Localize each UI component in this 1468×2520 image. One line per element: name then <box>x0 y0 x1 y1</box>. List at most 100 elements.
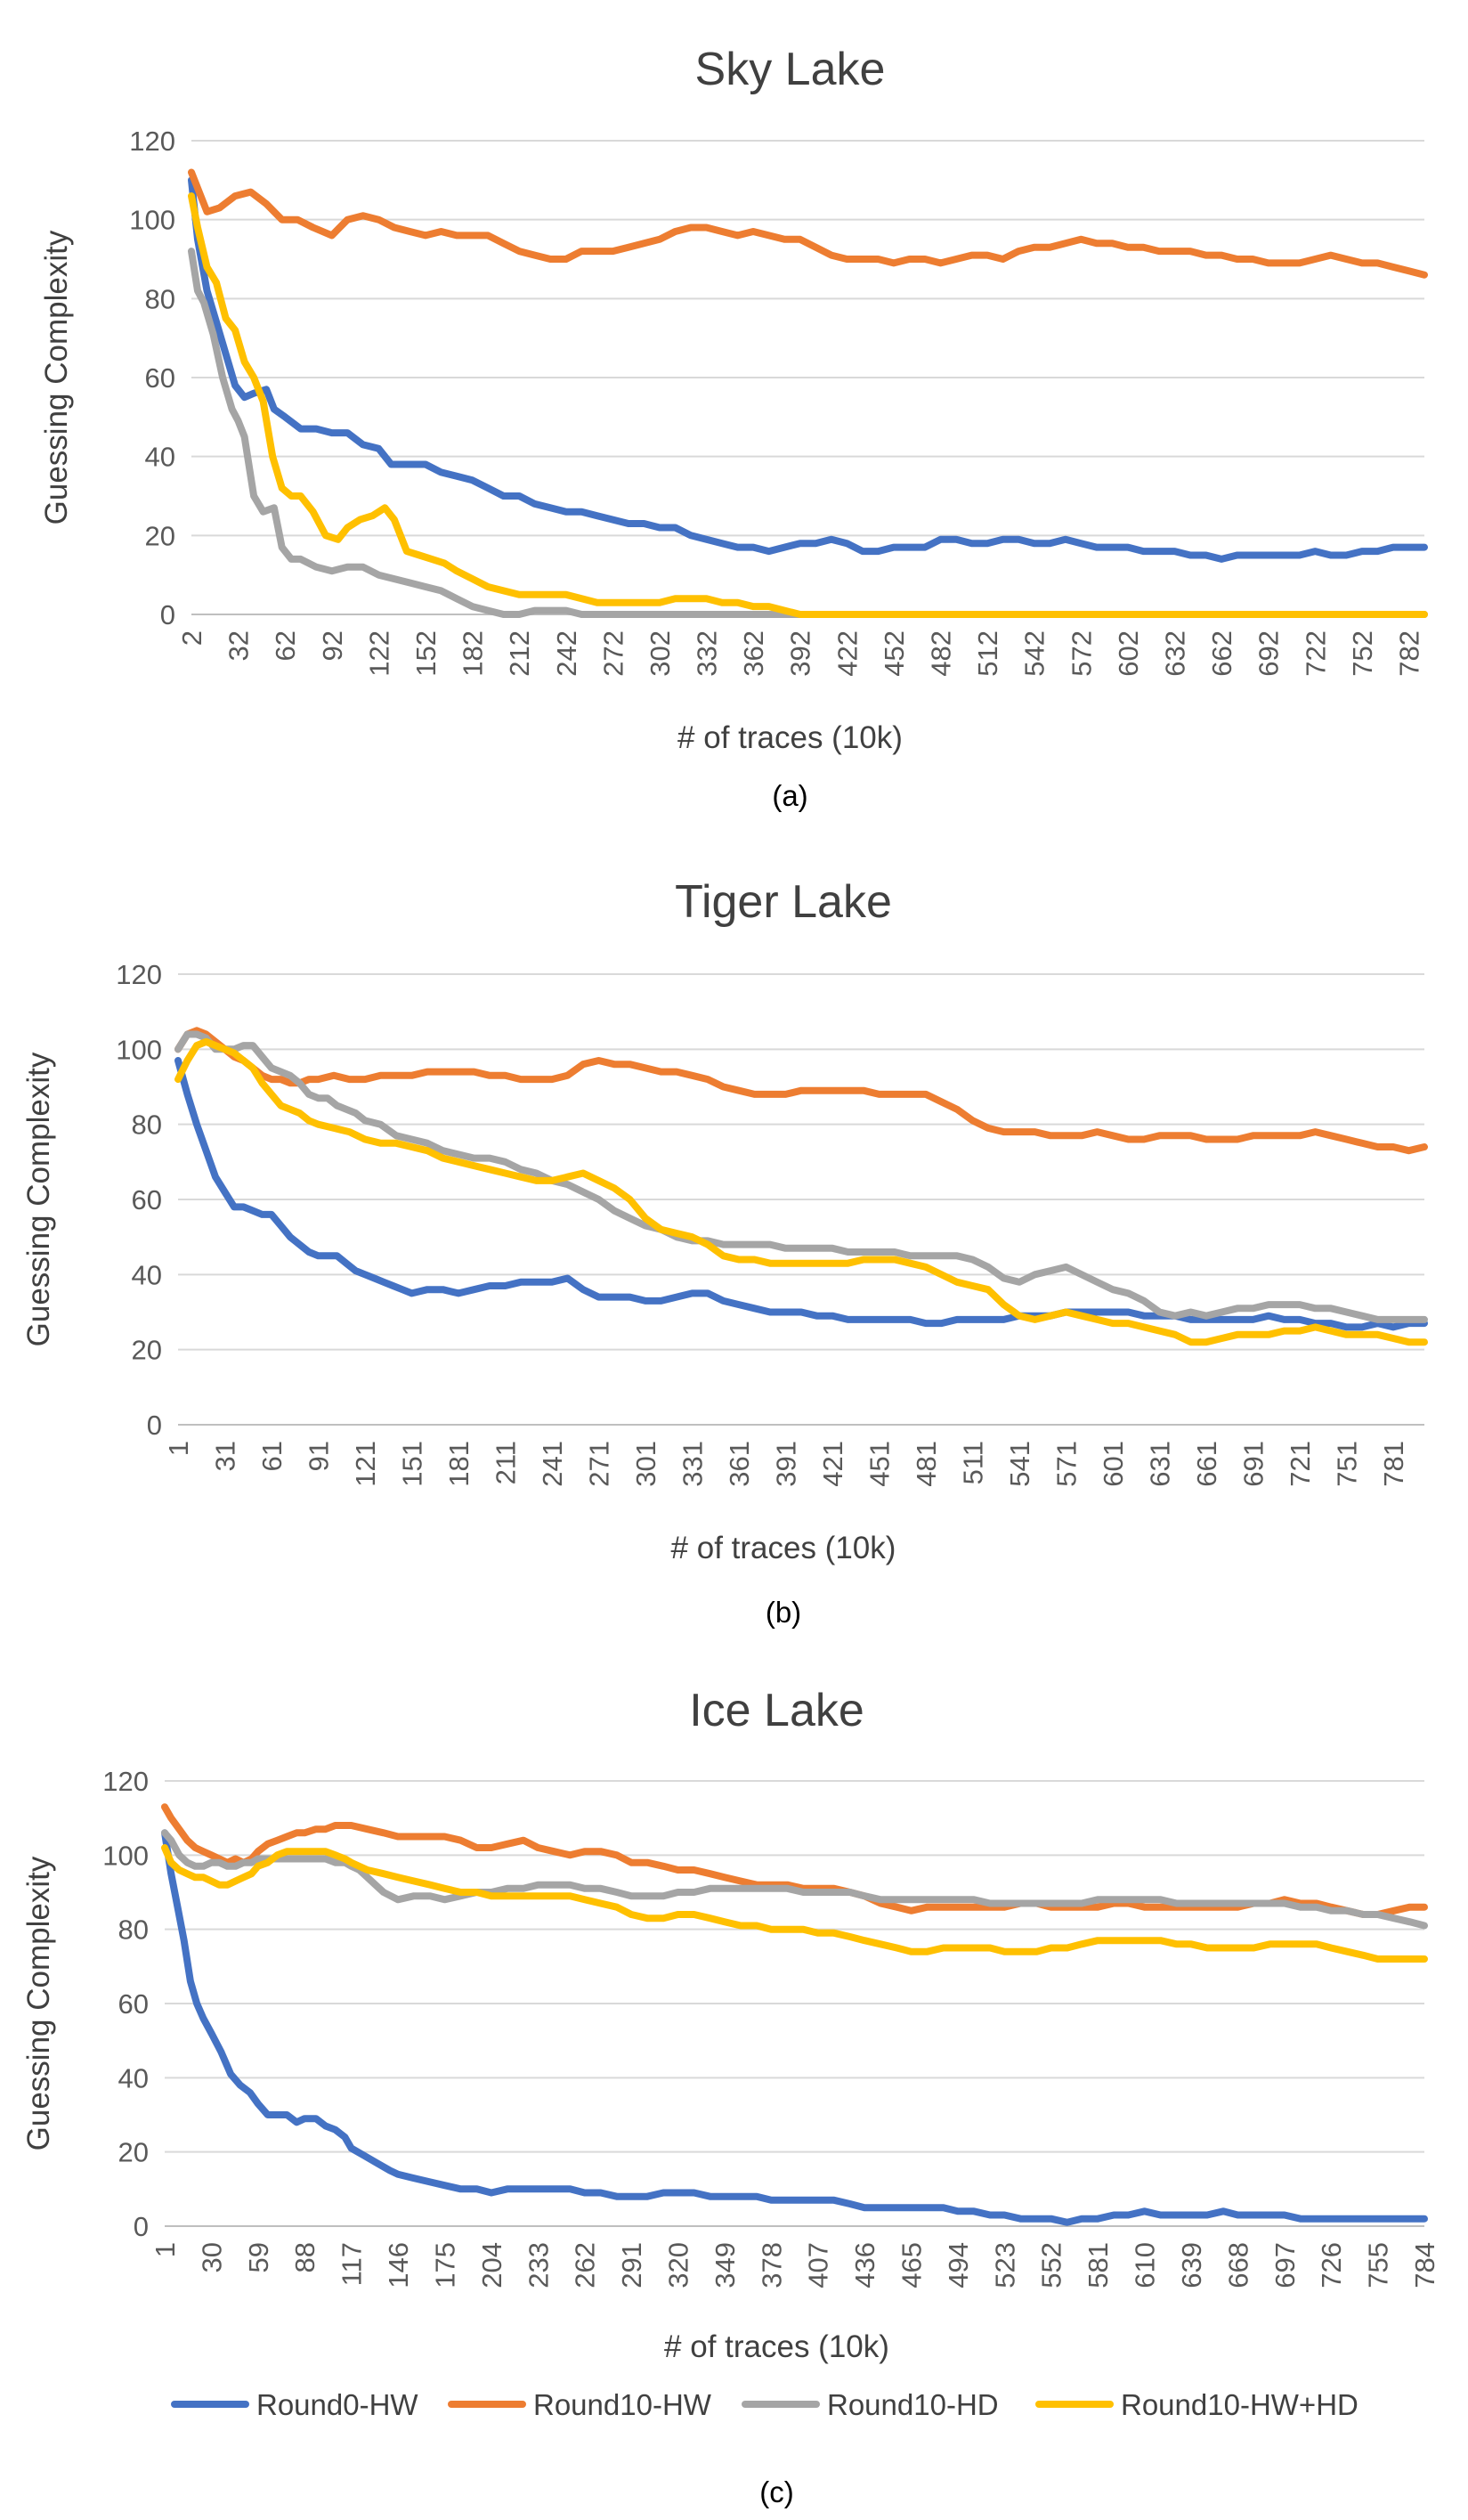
x-tick-label: 601 <box>1098 1441 1129 1487</box>
x-tick-label: 631 <box>1145 1441 1176 1487</box>
x-tick-label: 362 <box>738 630 769 677</box>
y-tick-label: 0 <box>160 599 175 630</box>
series-line-1 <box>188 176 1428 563</box>
x-tick-label: 632 <box>1159 630 1190 677</box>
legend-label: Round10-HD <box>827 2388 999 2421</box>
y-tick-label: 100 <box>116 1034 162 1065</box>
x-tick-label: 62 <box>270 630 301 661</box>
chart-ice-lake: Ice Lake 0 20 40 60 80 100 120 1 30 59 88 117 146 175 2… <box>0 1656 1468 2520</box>
x-tick-label: 320 <box>662 2242 693 2288</box>
y-tick-label: 80 <box>118 1914 149 1946</box>
chart-title: Ice Lake <box>689 1685 864 1736</box>
x-tick-label: 452 <box>879 630 910 677</box>
y-tick-label: 0 <box>147 1410 162 1441</box>
legend-label: Round10-HW+HD <box>1121 2388 1359 2421</box>
x-tick-label: 211 <box>491 1441 522 1484</box>
x-tick-label: 91 <box>304 1441 335 1471</box>
chart-svg-tiger-lake: Tiger Lake 0 20 40 60 80 100 120 1 31 61 91 121 151 18… <box>21 876 1428 1629</box>
figure-caption: (c) <box>759 2475 793 2508</box>
legend-label: Round0-HW <box>256 2388 418 2421</box>
x-tick-label: 349 <box>710 2242 741 2288</box>
x-tick-label: 121 <box>350 1441 381 1487</box>
y-axis-title: Guessing Complexity <box>21 1052 56 1346</box>
legend-item-round0-hw: Round0-HW <box>171 2388 418 2421</box>
y-tick-label: 60 <box>132 1184 162 1215</box>
y-tick-label: 120 <box>129 126 175 157</box>
y-tick-label: 20 <box>118 2137 149 2168</box>
x-tick-label: 378 <box>756 2242 787 2288</box>
x-tick-label: 182 <box>458 630 489 677</box>
x-tick-label: 31 <box>210 1441 241 1471</box>
x-tick-label: 61 <box>256 1441 288 1471</box>
x-tick-label: 494 <box>943 2242 974 2288</box>
y-axis-title: Guessing Complexity <box>39 230 74 524</box>
y-tick-label: 0 <box>134 2211 149 2242</box>
x-tick-label: 722 <box>1300 630 1331 677</box>
series-line-1 <box>174 1057 1428 1331</box>
x-tick-label: 782 <box>1393 630 1424 677</box>
x-tick-label: 482 <box>926 630 957 677</box>
legend-label: Round10-HW <box>533 2388 712 2421</box>
x-tick-label: 571 <box>1051 1441 1083 1487</box>
x-tick-label: 152 <box>410 630 442 677</box>
y-tick-label: 40 <box>145 442 175 473</box>
chart-sky-lake: Sky Lake 0 20 40 60 80 100 120 2 32 62 92 122 152 182 2… <box>0 0 1468 828</box>
chart-title: Tiger Lake <box>675 876 892 928</box>
x-tick-label: 721 <box>1285 1441 1316 1487</box>
x-tick-label: 302 <box>645 630 676 677</box>
x-tick-label: 262 <box>570 2242 601 2288</box>
x-tick-label: 726 <box>1316 2242 1347 2288</box>
x-tick-label: 421 <box>817 1441 848 1487</box>
x-tick-label: 291 <box>616 2242 647 2288</box>
x-tick-label: 781 <box>1378 1441 1409 1487</box>
y-tick-label: 20 <box>145 520 175 551</box>
x-tick-label: 59 <box>243 2242 274 2272</box>
x-tick-label: 542 <box>1019 630 1050 677</box>
x-axis-title: # of traces (10k) <box>664 2329 889 2364</box>
x-tick-label: 784 <box>1409 2242 1440 2288</box>
x-tick-label: 2 <box>176 630 207 646</box>
x-tick-label: 392 <box>785 630 816 677</box>
x-tick-label: 523 <box>989 2242 1020 2288</box>
x-tick-label: 242 <box>551 630 582 677</box>
x-tick-label: 610 <box>1130 2242 1161 2288</box>
chart-title: Sky Lake <box>695 44 886 95</box>
x-tick-label: 175 <box>429 2242 460 2288</box>
x-tick-label: 272 <box>597 630 629 677</box>
y-tick-label: 100 <box>129 205 175 236</box>
series-line-3 <box>174 1030 1428 1323</box>
chart-tiger-lake: Tiger Lake 0 20 40 60 80 100 120 1 31 61 91 121 151 18… <box>0 837 1468 1656</box>
series-line-round10-hw <box>161 1803 1428 1918</box>
x-tick-label: 212 <box>504 630 535 677</box>
y-tick-label: 60 <box>118 1988 149 2020</box>
x-tick-label: 572 <box>1066 630 1097 677</box>
x-tick-label: 639 <box>1176 2242 1207 2288</box>
x-tick-label: 697 <box>1269 2242 1301 2288</box>
x-tick-label: 668 <box>1222 2242 1253 2288</box>
x-tick-label: 465 <box>896 2242 928 2288</box>
series-line-round0-hw <box>161 1829 1428 2226</box>
y-tick-label: 60 <box>145 362 175 394</box>
x-tick-label: 88 <box>289 2242 320 2272</box>
series-line-4 <box>188 192 1428 618</box>
x-tick-label: 541 <box>1004 1441 1035 1487</box>
x-tick-label: 122 <box>363 630 394 677</box>
x-tick-label: 755 <box>1363 2242 1394 2288</box>
x-tick-label: 422 <box>831 630 863 677</box>
x-tick-label: 511 <box>958 1441 989 1484</box>
series-line-4 <box>174 1037 1428 1346</box>
x-tick-label: 332 <box>692 630 723 677</box>
x-tick-label: 481 <box>911 1441 942 1487</box>
legend-item-round10-hw: Round10-HW <box>448 2388 712 2421</box>
x-tick-label: 301 <box>630 1441 661 1487</box>
x-tick-label: 692 <box>1253 630 1285 677</box>
series-line-3 <box>188 248 1428 618</box>
x-tick-label: 691 <box>1238 1441 1269 1487</box>
series-line-2 <box>188 168 1428 279</box>
x-tick-label: 241 <box>537 1441 568 1487</box>
x-tick-label: 1 <box>163 1441 194 1456</box>
chart-svg-sky-lake: Sky Lake 0 20 40 60 80 100 120 2 32 62 92 122 152 182 2… <box>39 44 1428 812</box>
x-tick-label: 204 <box>476 2242 507 2288</box>
y-tick-label: 100 <box>102 1840 149 1871</box>
figure-caption: (a) <box>772 779 807 812</box>
